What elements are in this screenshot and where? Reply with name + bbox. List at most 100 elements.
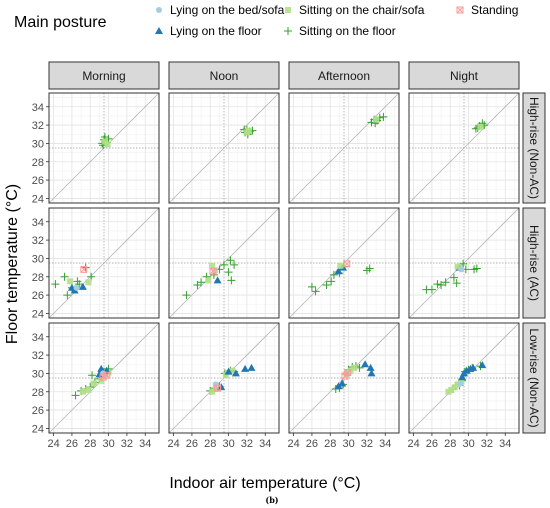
- data-point: [211, 267, 218, 274]
- data-point: [88, 371, 97, 380]
- strip-background: [168, 61, 280, 90]
- x-tick-label: 28: [84, 438, 96, 450]
- panel-border: [288, 92, 400, 204]
- strip-background: [522, 207, 546, 319]
- legend-items: Lying on the bed/sofa Sitting on the chai…: [155, 3, 518, 38]
- data-point: [351, 364, 358, 371]
- data-point: [449, 273, 458, 282]
- legend: Main posture Lying on the bed/sofa Sittin…: [14, 3, 518, 38]
- panel-points: [307, 260, 374, 296]
- y-axis-title: Floor temperature (°C): [4, 184, 21, 344]
- facet-panel: 24 26 28 30 32 34 24 26 28 30 32 34: [32, 322, 160, 450]
- data-point: [209, 262, 216, 269]
- panel-points: [71, 364, 113, 400]
- data-point: [209, 388, 216, 395]
- data-point: [379, 112, 388, 121]
- data-point: [458, 373, 467, 381]
- data-point: [224, 268, 233, 277]
- panel-points: [51, 263, 96, 300]
- row-strip-label: Low-rise (Non-AC): [527, 328, 541, 427]
- panel-points: [471, 119, 489, 133]
- data-point: [243, 129, 250, 136]
- facet-grid: 24 26 28 30 32 34 24 26 28 30 32 34 24 26 28 30 32 34 24 26…: [32, 61, 546, 450]
- x-axis-title: Indoor air temperature (°C): [169, 475, 360, 492]
- panel-border: [48, 322, 160, 434]
- data-point: [322, 281, 331, 289]
- legend-label: Standing: [471, 3, 518, 17]
- data-point: [227, 276, 236, 285]
- y-tick-label: 32: [32, 235, 44, 247]
- data-point: [469, 363, 478, 371]
- data-point: [373, 116, 380, 123]
- legend-label: Sitting on the chair/sofa: [299, 3, 425, 17]
- x-tick-label: 28: [324, 438, 336, 450]
- figure-caption: (b): [265, 495, 278, 505]
- panel-points: [182, 256, 239, 300]
- legend-key-triangle: [155, 27, 163, 34]
- x-tick-label: 32: [121, 438, 133, 450]
- x-tick-label: 32: [361, 438, 373, 450]
- facet-panel: [408, 207, 520, 319]
- legend-label: Lying on the floor: [170, 24, 262, 38]
- panel-border: [408, 207, 520, 319]
- data-point: [220, 260, 228, 269]
- column-strip-label: Noon: [210, 69, 239, 83]
- panel-points: [422, 259, 481, 294]
- legend-item: Sitting on the chair/sofa: [285, 3, 425, 17]
- data-point: [427, 285, 436, 294]
- y-tick-label: 30: [32, 368, 44, 380]
- x-tick-label: 32: [481, 438, 493, 450]
- panel-points: [367, 112, 388, 128]
- y-tick-label: 30: [32, 138, 44, 150]
- data-point: [344, 369, 352, 376]
- data-point: [205, 277, 212, 284]
- x-tick-label: 30: [342, 438, 354, 450]
- column-strip-label: Morning: [82, 69, 125, 83]
- row-strip: High-rise (AC): [522, 207, 546, 319]
- panel-border: [288, 207, 400, 319]
- x-tick-label: 26: [426, 438, 438, 450]
- data-point: [85, 279, 92, 286]
- x-tick-label: 30: [222, 438, 234, 450]
- legend-key-circle: [156, 7, 162, 13]
- row-strip: Low-rise (Non-AC): [522, 322, 546, 434]
- panel-border: [48, 92, 160, 204]
- facet-panel: [288, 207, 400, 319]
- y-tick-label: 32: [32, 350, 44, 362]
- x-tick-label: 30: [462, 438, 474, 450]
- legend-item: Lying on the floor: [155, 24, 262, 38]
- y-tick-label: 26: [32, 290, 44, 302]
- column-strip-label: Afternoon: [318, 69, 370, 83]
- x-tick-label: 28: [204, 438, 216, 450]
- data-point: [341, 372, 349, 380]
- y-tick-label: 34: [32, 102, 44, 114]
- legend-label: Sitting on the floor: [299, 24, 396, 38]
- data-point: [97, 364, 106, 372]
- x-tick-label: 24: [287, 438, 299, 450]
- y-tick-label: 28: [32, 387, 44, 399]
- facet-panel: 24 26 28 30 32 34: [32, 207, 160, 320]
- legend-item: Standing: [456, 3, 518, 17]
- y-tick-label: 24: [32, 308, 44, 320]
- data-point: [90, 380, 97, 387]
- data-point: [329, 270, 338, 279]
- y-tick-label: 24: [32, 193, 44, 205]
- column-strip: Morning: [48, 61, 160, 90]
- data-point: [80, 265, 88, 273]
- data-point: [217, 383, 226, 391]
- panel-border: [48, 207, 160, 319]
- facet-panel: [288, 92, 400, 204]
- data-point: [182, 291, 191, 300]
- data-point: [337, 262, 344, 269]
- data-point: [327, 277, 336, 286]
- x-tick-label: 24: [167, 438, 179, 450]
- data-point: [462, 366, 471, 374]
- data-point: [361, 360, 370, 368]
- panel-points: [445, 361, 487, 395]
- y-tick-label: 26: [32, 405, 44, 417]
- data-point: [367, 369, 376, 377]
- x-tick-label: 30: [102, 438, 114, 450]
- strip-background: [48, 61, 160, 90]
- column-strip: Night: [408, 61, 520, 90]
